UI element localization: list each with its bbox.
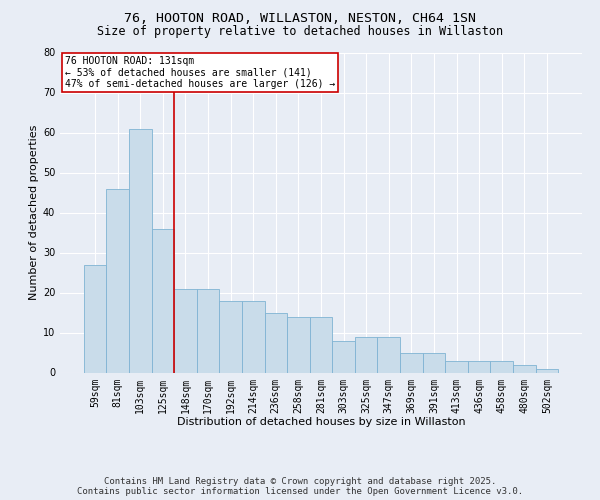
Bar (287, 316, 310, 372)
X-axis label: Distribution of detached houses by size in Willaston: Distribution of detached houses by size … (176, 417, 466, 427)
Bar (310, 316, 332, 372)
Bar (536, 368, 558, 372)
Bar (422, 352, 445, 372)
Bar (152, 228, 174, 372)
Text: 76, HOOTON ROAD, WILLASTON, NESTON, CH64 1SN: 76, HOOTON ROAD, WILLASTON, NESTON, CH64… (124, 12, 476, 24)
Bar (355, 336, 377, 372)
Bar (332, 340, 355, 372)
Bar (106, 188, 129, 372)
Bar (377, 336, 400, 372)
Bar (197, 288, 220, 372)
Text: 76 HOOTON ROAD: 131sqm
← 53% of detached houses are smaller (141)
47% of semi-de: 76 HOOTON ROAD: 131sqm ← 53% of detached… (65, 56, 335, 89)
Text: Size of property relative to detached houses in Willaston: Size of property relative to detached ho… (97, 25, 503, 38)
Bar (220, 300, 242, 372)
Bar (242, 300, 265, 372)
Bar (265, 312, 287, 372)
Y-axis label: Number of detached properties: Number of detached properties (29, 125, 38, 300)
Bar (468, 360, 490, 372)
Bar (400, 352, 422, 372)
Bar (513, 364, 536, 372)
Text: Contains HM Land Registry data © Crown copyright and database right 2025.
Contai: Contains HM Land Registry data © Crown c… (77, 476, 523, 496)
Bar (174, 288, 197, 372)
Bar (490, 360, 513, 372)
Bar (129, 128, 152, 372)
Bar (445, 360, 468, 372)
Bar (84, 264, 106, 372)
